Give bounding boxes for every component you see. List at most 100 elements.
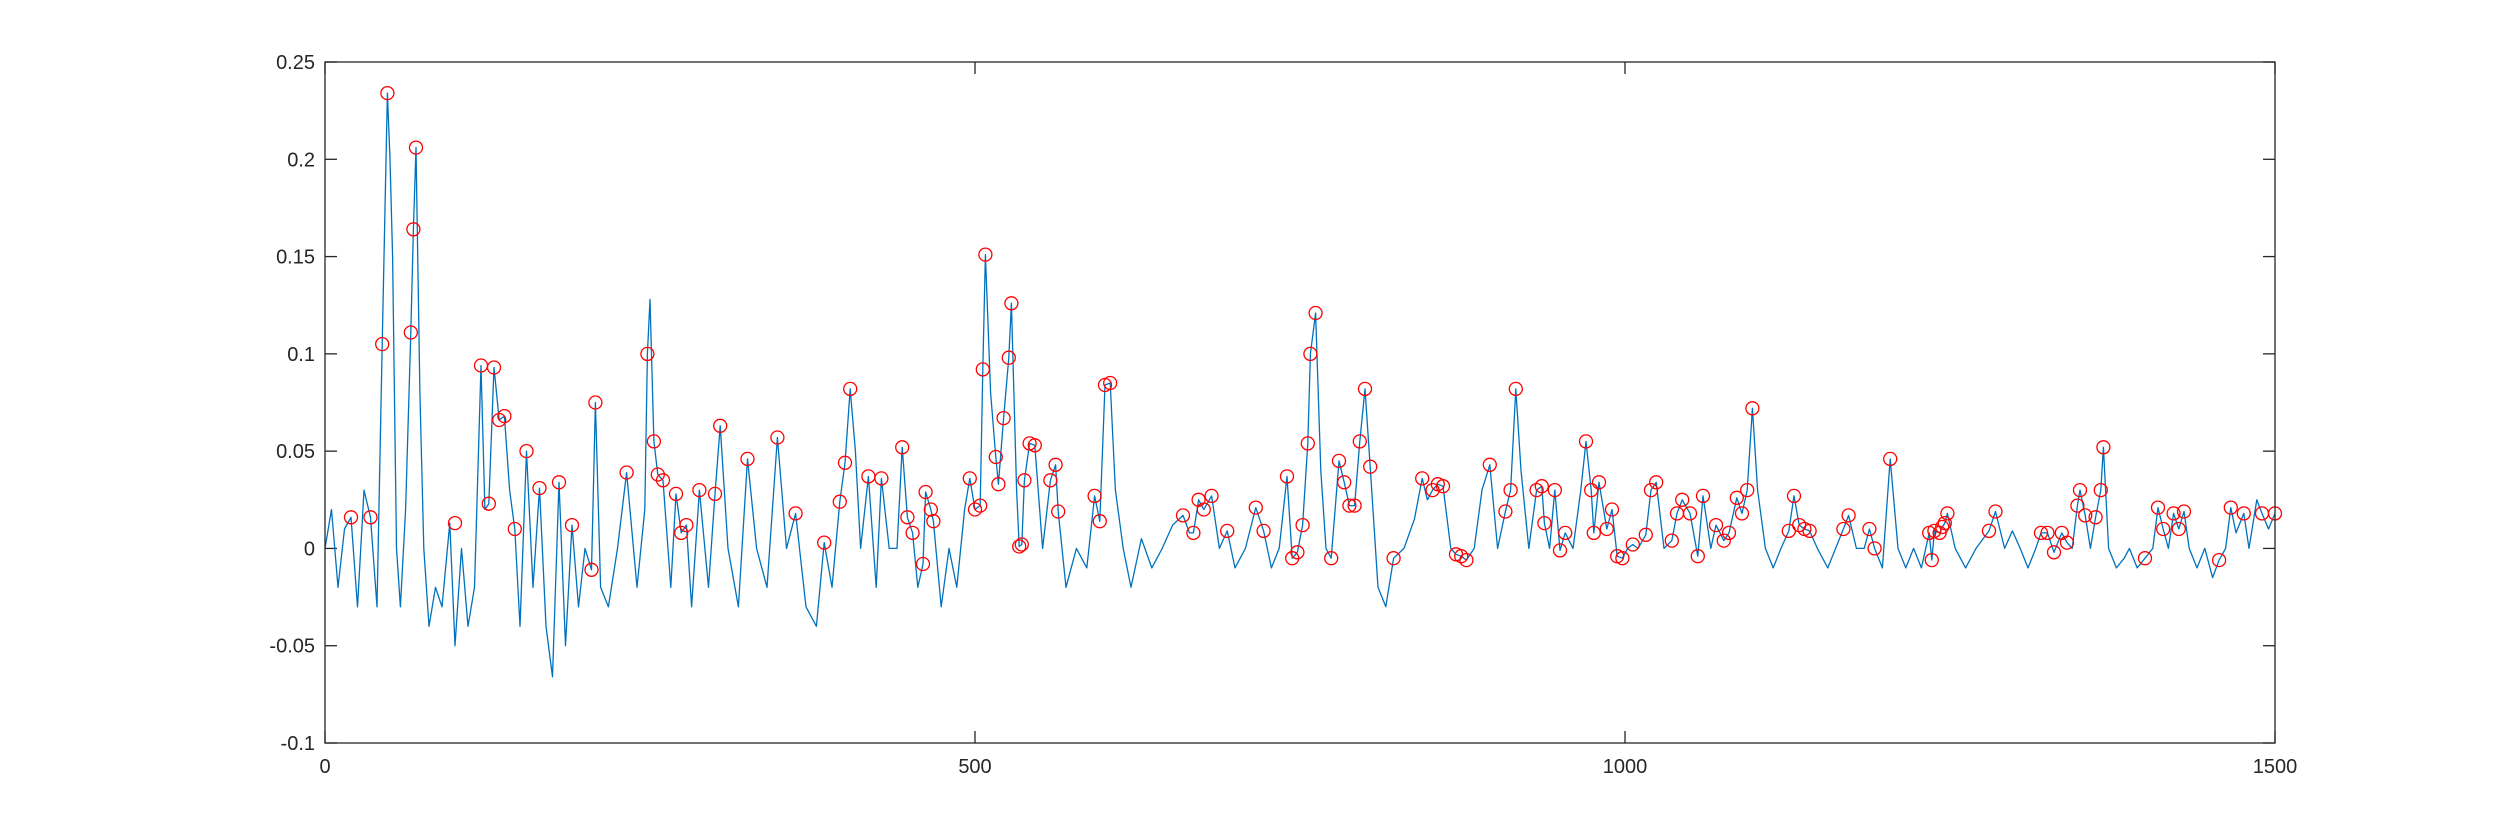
peak-marker (1935, 519, 1950, 535)
peak-marker (1386, 551, 1401, 566)
peak-marker (481, 496, 496, 511)
peak-marker (1529, 482, 1544, 498)
peak-marker (923, 502, 938, 517)
peak-marker (988, 449, 1003, 465)
peak-marker (788, 506, 803, 521)
peak-marker (1027, 438, 1042, 453)
peak-marker (1862, 521, 1877, 537)
peak-marker (375, 336, 390, 352)
peak-marker (1175, 508, 1191, 523)
peak-marker (2137, 551, 2153, 566)
peak-marker (1643, 482, 1659, 498)
peak-marker (584, 562, 599, 577)
peak-marker (2236, 506, 2251, 521)
peak-marker (2078, 508, 2093, 523)
peak-marker (1498, 504, 1513, 519)
peak-marker (740, 451, 755, 467)
peak-marker (2059, 535, 2075, 550)
y-tick-label: 0.2 (287, 149, 315, 171)
peak-marker (532, 480, 547, 496)
peak-marker (975, 362, 990, 377)
peak-marker (1482, 457, 1497, 472)
peak-marker (403, 325, 418, 340)
peak-marker (1186, 525, 1201, 541)
peak-marker (1415, 471, 1430, 486)
peak-marker (492, 412, 507, 428)
peak-marker (2093, 482, 2108, 498)
y-tick-label: 0.15 (276, 247, 315, 269)
peak-marker (1357, 381, 1373, 397)
peak-marker (2150, 500, 2166, 515)
peak-marker (1729, 490, 1744, 505)
peak-marker (1454, 549, 1469, 564)
peak-marker (1604, 502, 1620, 517)
peak-marker (1786, 488, 1802, 504)
plot-area (325, 62, 2275, 743)
peak-marker (674, 525, 689, 541)
peak-marker (1675, 492, 1690, 507)
peak-marker (1012, 539, 1027, 554)
peak-marker (1599, 521, 1614, 537)
peak-marker (1649, 475, 1664, 490)
peak-marker (486, 360, 502, 375)
y-tick-label: -0.05 (269, 636, 315, 658)
peak-marker (1303, 346, 1318, 362)
peak-marker (1196, 502, 1211, 517)
peak-marker (1051, 504, 1066, 519)
peak-marker (646, 434, 662, 449)
peak-marker (837, 455, 853, 470)
peak-marker (1295, 517, 1310, 533)
y-tick-label: 0.1 (287, 344, 315, 366)
peak-marker (380, 85, 395, 101)
peak-marker (408, 140, 424, 155)
peak-marker (551, 475, 567, 490)
peak-marker (915, 556, 931, 572)
peak-marker (1001, 350, 1016, 365)
peak-marker (1279, 469, 1295, 484)
peak-marker (1435, 479, 1451, 494)
peak-marker (832, 494, 847, 509)
peak-marker (1708, 517, 1724, 533)
peak-marker (1716, 533, 1731, 548)
peak-marker (1337, 475, 1352, 490)
peak-marker (1459, 552, 1474, 568)
peak-marker (1695, 488, 1711, 504)
peak-marker (1048, 457, 1063, 472)
peak-marker (2088, 510, 2103, 525)
peak-marker (874, 471, 889, 486)
peak-marker (1690, 549, 1705, 564)
peak-marker (640, 346, 655, 362)
peak-marker (2096, 440, 2111, 455)
peak-marker (1558, 525, 1573, 541)
peak-marker (926, 514, 941, 529)
peak-marker (2070, 498, 2085, 513)
peak-marker (1591, 475, 1607, 490)
peak-marker (973, 498, 988, 513)
peak-marker (1347, 498, 1362, 513)
peak-marker (1802, 523, 1817, 539)
peak-marker (1534, 479, 1549, 494)
peak-marker (1586, 525, 1601, 541)
peak-marker (1087, 488, 1102, 504)
peak-marker (1745, 401, 1760, 416)
peak-marker (962, 471, 977, 486)
peak-marker (1204, 488, 1219, 504)
peak-marker (1664, 533, 1679, 548)
peak-marker (1508, 381, 1523, 397)
peak-marker (1324, 551, 1339, 566)
peak-marker (507, 521, 522, 537)
peak-marker (1342, 498, 1357, 513)
y-tick-label: 0.25 (276, 52, 315, 74)
peak-marker (363, 510, 378, 525)
peak-marker (2176, 504, 2192, 519)
x-tick-label: 500 (958, 756, 991, 778)
peak-marker (1940, 506, 1955, 521)
peak-marker (967, 502, 983, 517)
peak-marker (1638, 527, 1653, 542)
peak-marker (1248, 500, 1263, 515)
peak-marker (1043, 473, 1058, 488)
y-tick-label: 0.05 (276, 441, 315, 463)
peak-marker (1584, 482, 1599, 498)
peak-marker (564, 517, 580, 533)
peak-marker (895, 440, 910, 455)
